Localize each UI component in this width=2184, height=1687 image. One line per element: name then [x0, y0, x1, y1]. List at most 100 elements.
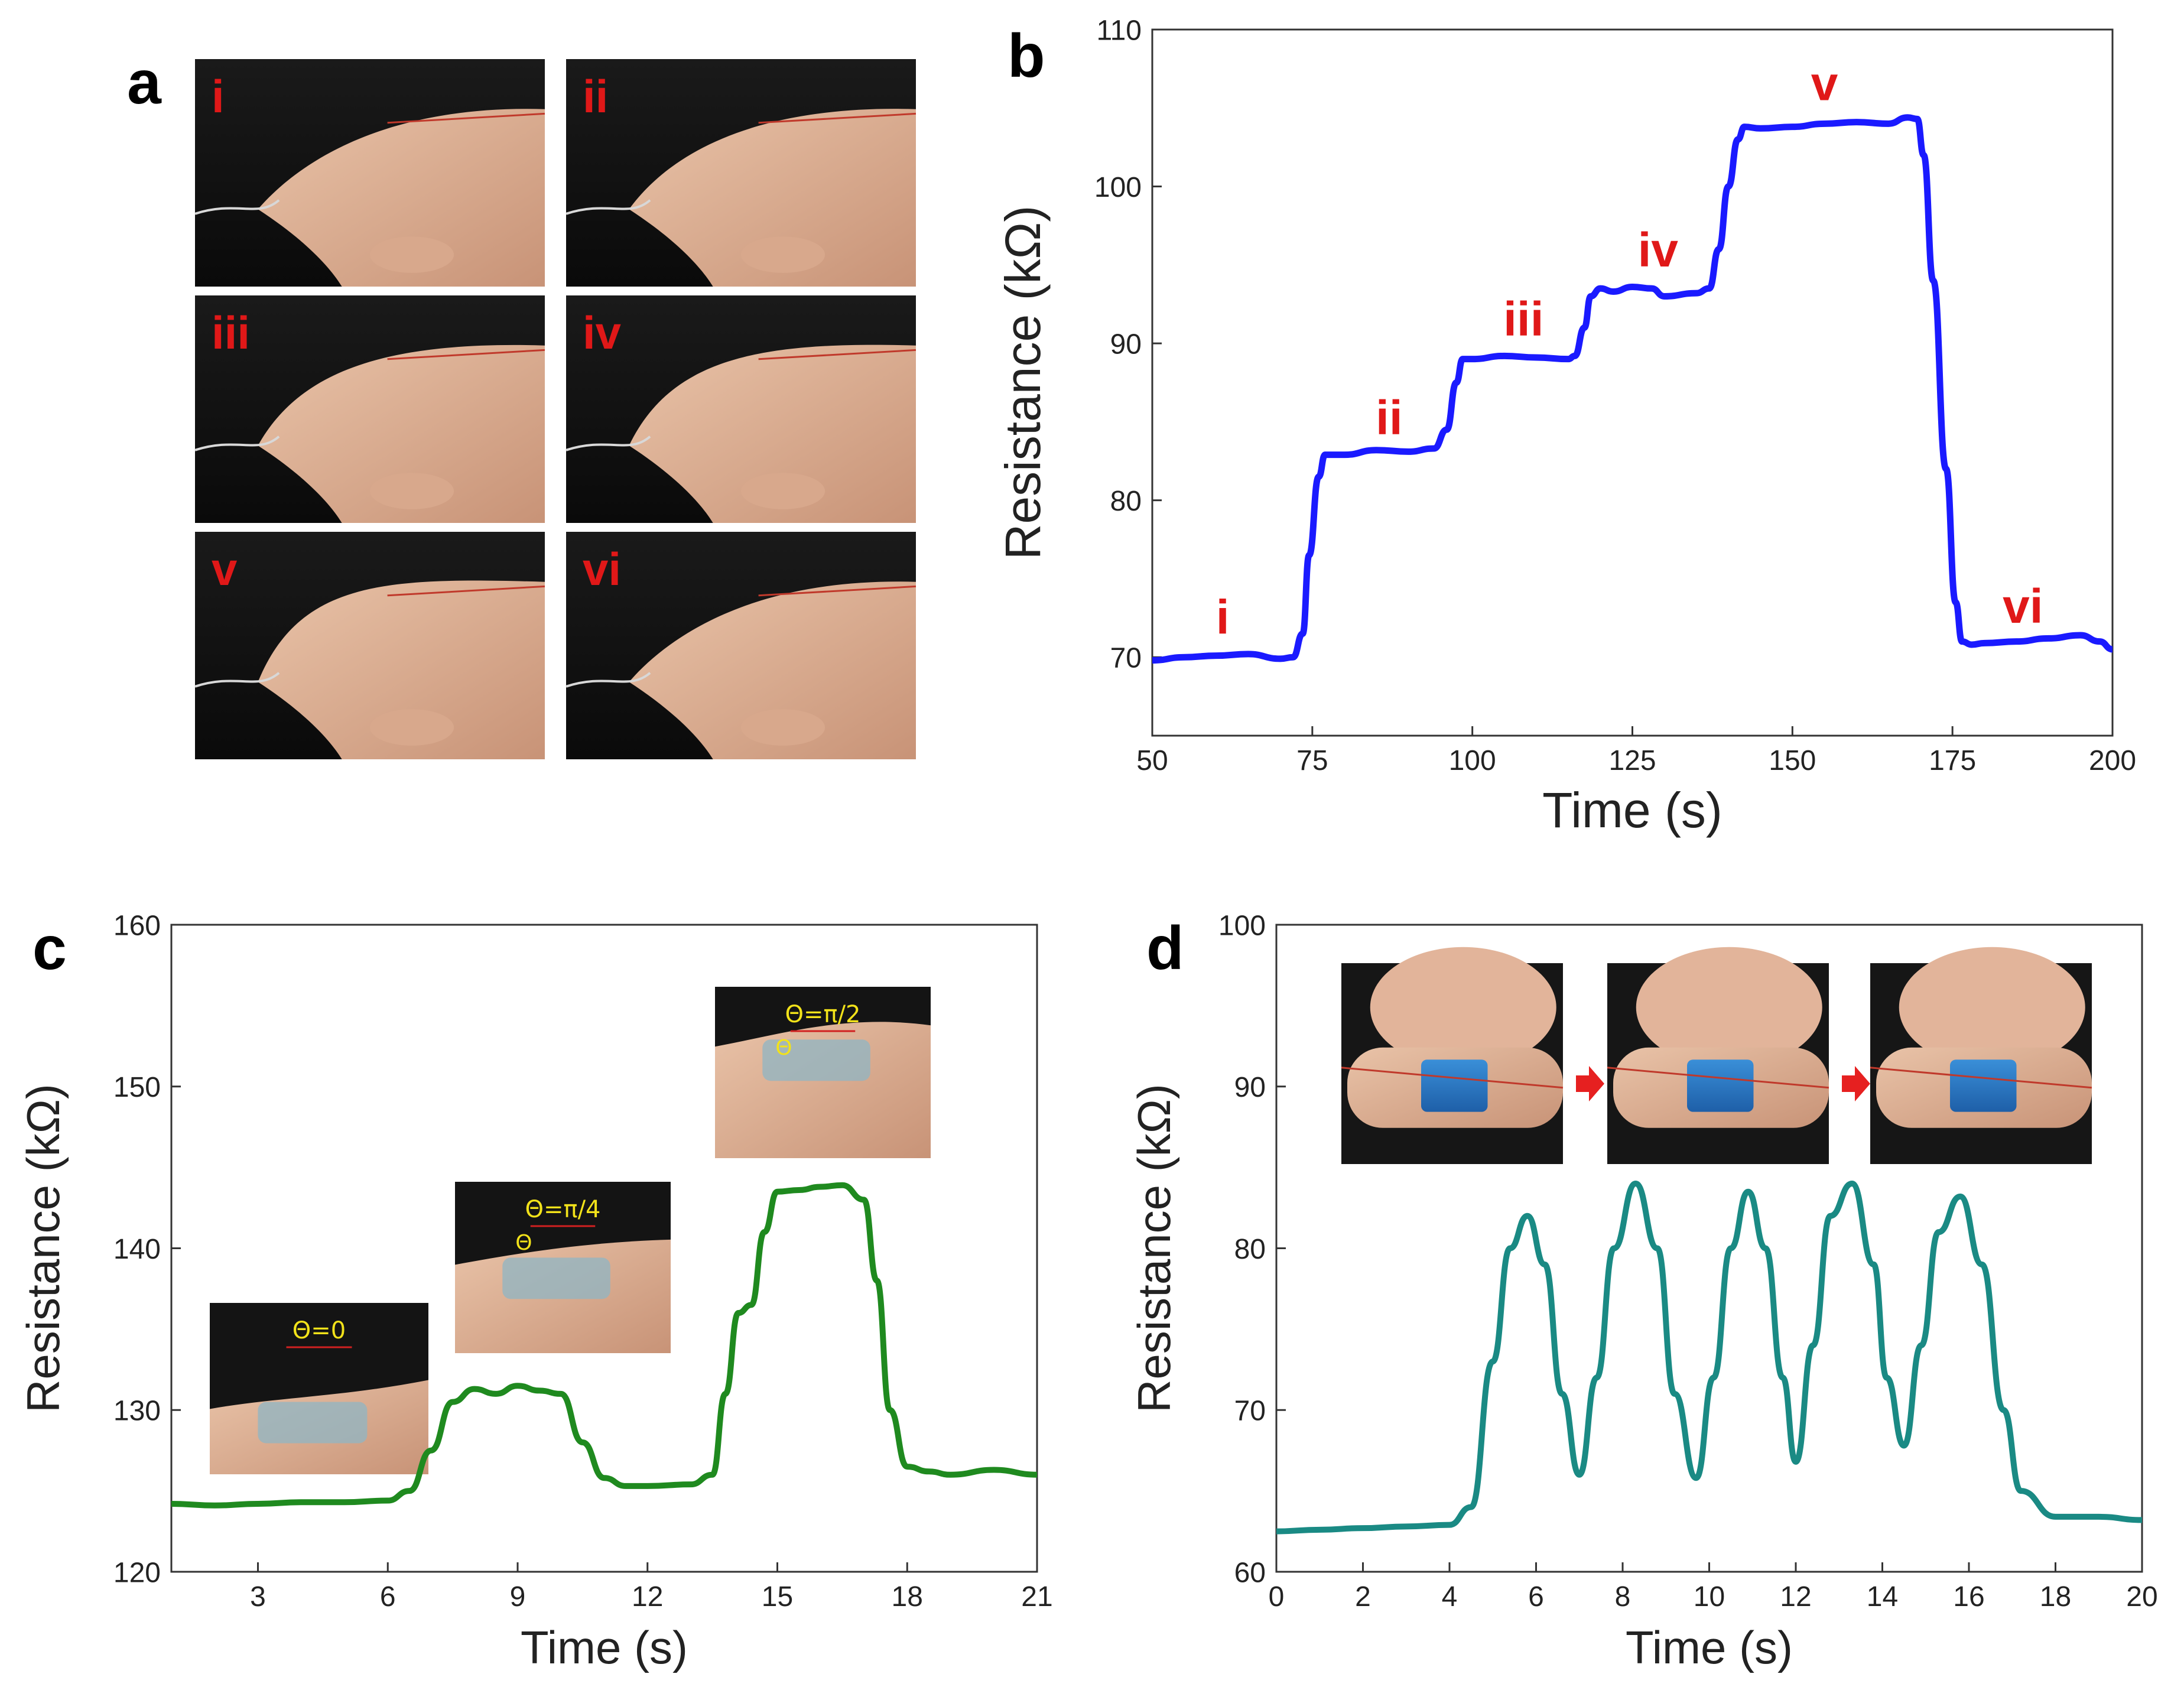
x-axis-label: Time (s) [1626, 1621, 1793, 1673]
hand-photo-iii: iii [194, 295, 545, 523]
y-tick-label: 80 [1110, 486, 1142, 517]
inset-finger-photo-2 [1607, 947, 1829, 1164]
hand-photo-vi: vi [566, 532, 916, 759]
y-tick-label: 70 [1110, 643, 1142, 674]
red-wire [758, 585, 916, 597]
x-tick-label: 75 [1296, 745, 1328, 776]
blue-sensor [1421, 1059, 1488, 1112]
red-wire [758, 112, 916, 124]
x-tick-label: 12 [1780, 1581, 1811, 1613]
thumb-shape [1370, 947, 1556, 1068]
hand-photo-v: v [194, 532, 545, 759]
stage-label-i: i [1216, 590, 1230, 644]
stage-label-iii: iii [1503, 292, 1543, 346]
y-tick-label: 100 [1094, 172, 1142, 203]
chart-c: 3 6 9 12 15 18 21 120 130 140 150 160 Time (s) Resist… [17, 910, 1053, 1673]
blue-sensor [1687, 1059, 1754, 1112]
sensor-patch [502, 1257, 610, 1299]
x-tick-label: 200 [2089, 745, 2136, 776]
y-tick-label: 100 [1218, 910, 1266, 941]
x-tick-label: 18 [892, 1581, 923, 1613]
x-tick-label: 50 [1136, 745, 1168, 776]
photo-label-i: i [212, 70, 225, 122]
x-axis-label: Time (s) [521, 1621, 688, 1673]
y-tick-label: 90 [1110, 329, 1142, 360]
sensor-wire [566, 435, 651, 451]
x-tick-label: 125 [1608, 745, 1656, 776]
x-axis-label: Time (s) [1542, 782, 1722, 838]
inset-photo-theta-0: Θ=0 [210, 1303, 428, 1474]
series-line-resistance [1276, 1181, 2143, 1535]
red-wire [387, 585, 545, 597]
inset-finger-photo-3 [1870, 947, 2092, 1164]
x-tick-label: 10 [1694, 1581, 1725, 1613]
thumb-shape [370, 709, 454, 746]
x-tick-label: 15 [762, 1581, 793, 1613]
thumb-shape [741, 473, 826, 509]
photo-label-iii: iii [212, 307, 250, 359]
stage-label-iv: iv [1638, 223, 1679, 277]
stage-label-ii: ii [1376, 391, 1403, 445]
hand-shape [629, 109, 916, 287]
x-tick-label: 20 [2126, 1581, 2157, 1613]
y-tick-label: 160 [113, 910, 161, 941]
inset-photo-theta-2: Θ=π/2 Θ [715, 987, 931, 1158]
panel-label-d: d [1146, 914, 1184, 983]
x-tick-label: 14 [1867, 1581, 1898, 1613]
y-axis-label: Resistance (kΩ) [17, 1084, 69, 1413]
y-tick-label: 140 [113, 1234, 161, 1265]
y-tick-label: 60 [1234, 1557, 1266, 1588]
y-tick-label: 70 [1234, 1396, 1266, 1427]
sensor-wire [194, 672, 280, 688]
thumb-shape [741, 709, 826, 746]
theta-symbol: Θ [515, 1231, 532, 1255]
x-tick-label: 6 [1528, 1581, 1544, 1613]
sensor-patch [762, 1039, 870, 1081]
x-tick-label: 4 [1442, 1581, 1458, 1613]
red-wire [1870, 1067, 2092, 1089]
photo-label-v: v [212, 543, 238, 595]
hand-shape [258, 580, 545, 759]
x-tick-label: 16 [1953, 1581, 1984, 1613]
inset-finger-photo-1 [1341, 947, 1564, 1164]
sensor-wire [194, 199, 280, 215]
sensor-patch [258, 1402, 368, 1444]
y-tick-label: 90 [1234, 1072, 1266, 1103]
stage-label-v: v [1811, 57, 1838, 111]
angle-label: Θ=π/2 [785, 1001, 860, 1028]
x-tick-label: 21 [1021, 1581, 1052, 1613]
hand-photo-iv: iv [566, 295, 916, 523]
x-tick-label: 18 [2040, 1581, 2071, 1613]
series-line-resistance [1152, 114, 2113, 664]
y-tick-label: 150 [113, 1072, 161, 1103]
photo-label-iv: iv [583, 307, 622, 359]
y-tick-label: 120 [113, 1557, 161, 1588]
angle-label: Θ=0 [292, 1317, 346, 1344]
sensor-wire [194, 435, 280, 451]
y-tick-label: 80 [1234, 1234, 1266, 1265]
theta-symbol: Θ [775, 1036, 792, 1060]
angle-label: Θ=π/4 [525, 1196, 600, 1223]
plot-frame [1151, 28, 2114, 737]
x-tick-label: 2 [1355, 1581, 1371, 1613]
thumb-shape [370, 473, 454, 509]
x-tick-label: 8 [1615, 1581, 1631, 1613]
series-line-resistance [171, 1182, 1038, 1509]
right-arrow-icon [1842, 1066, 1870, 1101]
panel-label-c: c [32, 914, 67, 983]
y-axis-label: Resistance (kΩ) [995, 206, 1051, 560]
red-wire [387, 349, 545, 360]
y-axis-label: Resistance (kΩ) [1128, 1084, 1180, 1413]
x-tick-label: 12 [632, 1581, 663, 1613]
red-wire [1341, 1067, 1564, 1089]
hand-photo-i: i [194, 59, 545, 287]
hand-shape [258, 109, 545, 287]
x-tick-label: 9 [510, 1581, 526, 1613]
thumb-shape [741, 236, 826, 273]
panel-label-b: b [1008, 22, 1045, 90]
x-tick-label: 150 [1769, 745, 1816, 776]
x-tick-label: 100 [1449, 745, 1496, 776]
red-wire [758, 349, 916, 360]
